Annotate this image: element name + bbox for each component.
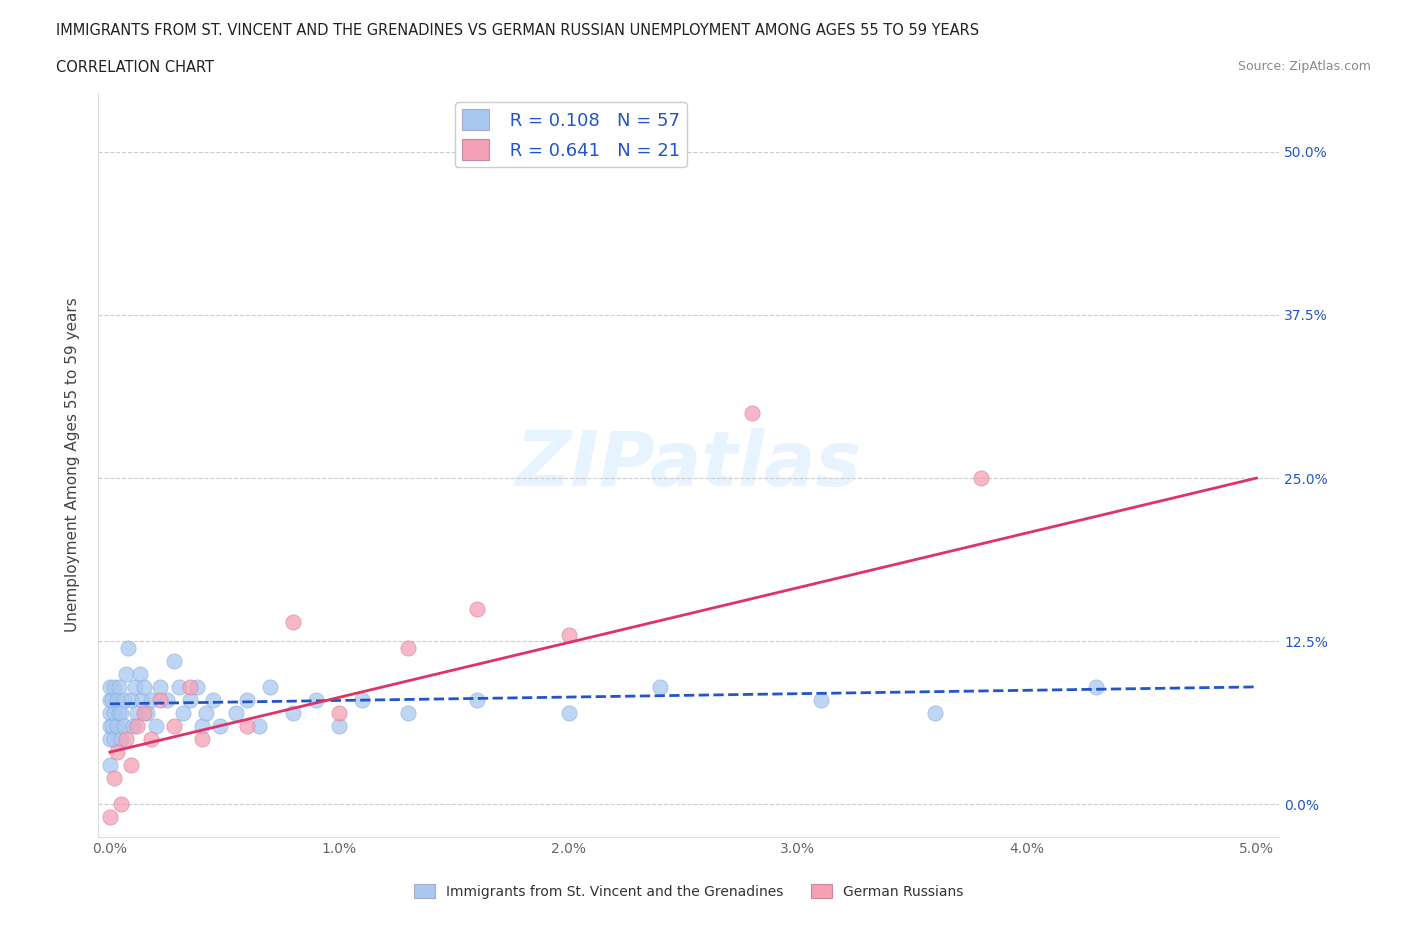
Point — [190, 732, 212, 747]
Point — [650, 680, 672, 695]
Text: IMMIGRANTS FROM ST. VINCENT AND THE GRENADINES VS GERMAN RUSSIAN UNEMPLOYMENT AM: IMMIGRANTS FROM ST. VINCENT AND THE GREN… — [56, 23, 980, 38]
Point — [924, 706, 946, 721]
Y-axis label: Unemployment Among Ages 55 to 59 years: Unemployment Among Ages 55 to 59 years — [65, 298, 80, 632]
Point — [98, 758, 121, 773]
Point — [156, 693, 179, 708]
Point — [103, 706, 125, 721]
Point — [195, 706, 218, 721]
Point — [396, 640, 419, 655]
Point — [149, 680, 172, 695]
Point — [328, 719, 350, 734]
Point — [98, 706, 121, 721]
Point — [131, 693, 153, 708]
Point — [305, 693, 328, 708]
Point — [120, 758, 142, 773]
Point — [186, 680, 208, 695]
Point — [127, 706, 149, 721]
Point — [134, 706, 156, 721]
Text: CORRELATION CHART: CORRELATION CHART — [56, 60, 214, 75]
Point — [105, 719, 128, 734]
Point — [283, 706, 305, 721]
Point — [98, 719, 121, 734]
Point — [172, 706, 194, 721]
Point — [163, 719, 186, 734]
Point — [283, 614, 305, 629]
Point — [328, 706, 350, 721]
Point — [163, 654, 186, 669]
Point — [121, 719, 143, 734]
Point — [557, 627, 579, 642]
Point — [117, 640, 139, 655]
Point — [108, 706, 131, 721]
Point — [110, 797, 132, 812]
Point — [115, 667, 138, 682]
Point — [970, 471, 993, 485]
Point — [141, 732, 163, 747]
Text: ZIPatlas: ZIPatlas — [516, 428, 862, 502]
Point — [103, 680, 125, 695]
Point — [149, 693, 172, 708]
Point — [208, 719, 231, 734]
Point — [98, 680, 121, 695]
Point — [396, 706, 419, 721]
Point — [101, 719, 124, 734]
Point — [98, 810, 121, 825]
Point — [98, 732, 121, 747]
Point — [225, 706, 247, 721]
Point — [115, 732, 138, 747]
Point — [141, 693, 163, 708]
Point — [101, 693, 124, 708]
Point — [179, 680, 201, 695]
Point — [810, 693, 832, 708]
Point — [103, 771, 125, 786]
Point — [259, 680, 281, 695]
Point — [352, 693, 374, 708]
Point — [190, 719, 212, 734]
Point — [167, 680, 190, 695]
Point — [110, 732, 132, 747]
Text: Source: ZipAtlas.com: Source: ZipAtlas.com — [1237, 60, 1371, 73]
Point — [128, 667, 150, 682]
Point — [557, 706, 579, 721]
Point — [236, 719, 259, 734]
Point — [134, 680, 156, 695]
Point — [105, 745, 128, 760]
Point — [135, 706, 157, 721]
Point — [124, 680, 146, 695]
Point — [741, 405, 763, 420]
Point — [202, 693, 225, 708]
Point — [105, 693, 128, 708]
Point — [120, 693, 142, 708]
Point — [465, 693, 488, 708]
Point — [1085, 680, 1108, 695]
Point — [236, 693, 259, 708]
Point — [127, 719, 149, 734]
Point — [465, 601, 488, 616]
Point — [145, 719, 167, 734]
Point — [247, 719, 270, 734]
Point — [108, 680, 131, 695]
Point — [103, 732, 125, 747]
Point — [112, 693, 135, 708]
Point — [179, 693, 201, 708]
Point — [98, 693, 121, 708]
Legend: Immigrants from St. Vincent and the Grenadines, German Russians: Immigrants from St. Vincent and the Gren… — [409, 879, 969, 905]
Point — [110, 706, 132, 721]
Point — [112, 719, 135, 734]
